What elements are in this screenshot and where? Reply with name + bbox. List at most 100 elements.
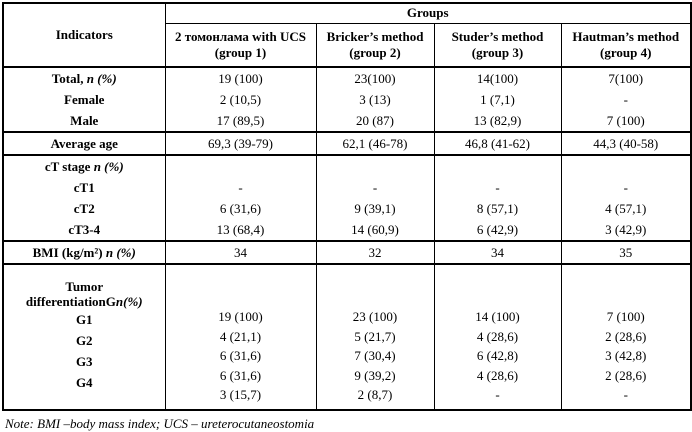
cell-value: 34 <box>491 245 504 260</box>
cell-value: - <box>623 180 628 195</box>
label-segment: Tumor <box>65 279 104 294</box>
indicator-label-cell-tumor: Tumor differentiationGn(%) G1 G2 G3 G4 <box>2 263 166 411</box>
label-italic-segment: n(%) <box>115 294 143 309</box>
group-4-column-header: Hautman’s method (group 4) <box>560 22 692 68</box>
section-row-gender: Total, n (%) Female Male 19 (100) 2 (10,5) 17… <box>2 66 692 133</box>
cell-value: 3 (42,8) <box>605 348 647 363</box>
indicator-label-line: differentiationGn(%) <box>4 294 164 309</box>
indicator-label-line: G1 <box>4 309 164 330</box>
label-segment: Female <box>64 92 105 107</box>
cell-value <box>562 156 690 177</box>
section-row-tumor: Tumor differentiationGn(%) G1 G2 G3 G4 19 (100… <box>2 263 692 411</box>
cell-value <box>166 156 315 177</box>
patient-characteristics-table: Indicators Groups 2 томонлама with UCS (… <box>2 2 692 411</box>
value-cell-average-age-group-1: 69,3 (39-79) <box>164 131 317 156</box>
indicator-label-line: cT1 <box>4 177 164 198</box>
value-cell-gender-group-3: 14(100) 1 (7,1) 13 (82,9) <box>433 66 562 133</box>
cell-value: - <box>495 180 500 195</box>
value-cell-bmi-group-4: 35 <box>560 240 692 265</box>
cell-value: 6 (31,6) <box>219 348 262 363</box>
label-segment: Male <box>70 113 99 128</box>
cell-value: 3 (15,7) <box>219 387 262 402</box>
value-cell-bmi-group-3: 34 <box>433 240 562 265</box>
cell-value: 6 (42,8) <box>476 348 519 363</box>
cell-value: - <box>623 387 628 402</box>
value-cell-gender-group-2: 23(100) 3 (13) 20 (87) <box>315 66 435 133</box>
table-footnote: Note: BMI –body mass index; UCS – ureter… <box>5 416 315 431</box>
group-2-column-header: Bricker’s method (group 2) <box>315 22 435 68</box>
value-cell-tumor-group-4: 7 (100) 2 (28,6) 3 (42,8) 2 (28,6) - <box>560 263 692 411</box>
cell-value: 13 (82,9) <box>473 113 522 128</box>
label-segment: G1 <box>75 312 93 327</box>
label-segment: G2 <box>75 333 93 348</box>
cell-value: 4 (21,1) <box>219 328 262 344</box>
cell-value: 19 (100) <box>218 71 263 86</box>
cell-value: - <box>495 387 500 402</box>
indicator-label-line: G2 <box>4 330 164 351</box>
indicator-label-line: G4 <box>4 372 164 393</box>
value-cell-tumor-group-2: 23 (100) 5 (21,7) 7 (30,4) 9 (39,2) 2 (8,7) <box>315 263 435 411</box>
value-cell-tumor-group-3: 14 (100) 4 (28,6) 6 (42,8) 4 (28,6) - <box>433 263 562 411</box>
indicator-label-line: cT stage n (%) <box>4 156 164 177</box>
cell-value: - <box>372 180 378 195</box>
value-cell-bmi-group-1: 34 <box>164 240 317 265</box>
label-segment: cT stage <box>44 159 94 174</box>
cell-value: 6 (42,9) <box>476 222 519 237</box>
table-body: Total, n (%) Female Male 19 (100) 2 (10,5) 17… <box>2 66 692 411</box>
value-cell-average-age-group-4: 44,3 (40-58) <box>560 131 692 156</box>
cell-value: 4 (28,6) <box>476 367 519 383</box>
label-segment: G4 <box>75 375 93 390</box>
cell-value <box>317 156 433 177</box>
value-cell-bmi-group-2: 32 <box>315 240 435 265</box>
cell-value: 32 <box>368 245 382 260</box>
label-italic-segment: n (%) <box>93 159 124 174</box>
indicator-label-cell-average-age: Average age <box>2 131 166 156</box>
indicator-label-line: G3 <box>4 351 164 372</box>
indicator-label-line: Average age <box>4 133 164 154</box>
cell-value: 6 (31,6) <box>219 367 262 383</box>
cell-value: 6 (31,6) <box>219 201 262 216</box>
cell-value: 44,3 (40-58) <box>593 136 659 151</box>
cell-value: 7 (100) <box>606 113 645 128</box>
cell-value: 3 (42,9) <box>605 222 647 237</box>
value-cell-gender-group-4: 7(100) - 7 (100) <box>560 66 692 133</box>
label-segment: Total, <box>51 71 87 86</box>
cell-value: 4 (57,1) <box>605 201 647 216</box>
cell-value: 46,8 (41-62) <box>465 136 530 151</box>
indicator-label-cell-gender: Total, n (%) Female Male <box>2 66 166 133</box>
groups-spanning-header: Groups <box>164 2 692 24</box>
indicator-label-line: Male <box>4 110 164 131</box>
label-segment: differentiationG <box>25 294 116 309</box>
cell-value: 2 (10,5) <box>219 92 262 107</box>
group-columns-header-row: 2 томонлама with UCS (group 1) Bricker’s… <box>3 22 692 68</box>
label-segment: cT1 <box>73 180 95 195</box>
cell-value: 8 (57,1) <box>476 201 519 216</box>
group-3-column-header: Studer’s method (group 3) <box>433 22 562 68</box>
cell-value: 5 (21,7) <box>354 328 396 344</box>
label-segment: Average age <box>50 136 118 151</box>
indicator-label-line: Female <box>4 89 164 110</box>
cell-value: 14 (100) <box>475 309 520 324</box>
cell-value: 13 (68,4) <box>216 222 265 237</box>
indicator-label-line: Total, n (%) <box>4 68 164 89</box>
value-cell-ct-stage-group-4: - 4 (57,1) 3 (42,9) <box>560 154 692 242</box>
cell-value: 7 (30,4) <box>354 348 396 363</box>
cell-value: - <box>238 180 243 195</box>
cell-value: 9 (39,1) <box>354 201 396 216</box>
cell-value: 1 (7,1) <box>480 92 515 107</box>
group-1-column-header: 2 томонлама with UCS (group 1) <box>164 22 317 68</box>
value-cell-average-age-group-2: 62,1 (46-78) <box>315 131 435 156</box>
table-header: Indicators Groups 2 томонлама with UCS (… <box>2 2 692 68</box>
value-cell-average-age-group-3: 46,8 (41-62) <box>433 131 562 156</box>
cell-value <box>435 156 560 177</box>
cell-value: - <box>623 92 628 107</box>
value-cell-ct-stage-group-3: - 8 (57,1) 6 (42,9) <box>433 154 562 242</box>
cell-value: 14 (60,9) <box>351 222 399 237</box>
indicator-label-line: cT3-4 <box>4 219 164 240</box>
cell-value: 35 <box>619 245 633 260</box>
indicator-label-line: BMI (kg/m²) n (%) <box>4 242 164 263</box>
cell-value: 69,3 (39-79) <box>208 136 273 151</box>
cell-value: 2 (8,7) <box>357 387 393 402</box>
cell-value: 2 (28,6) <box>605 328 647 344</box>
